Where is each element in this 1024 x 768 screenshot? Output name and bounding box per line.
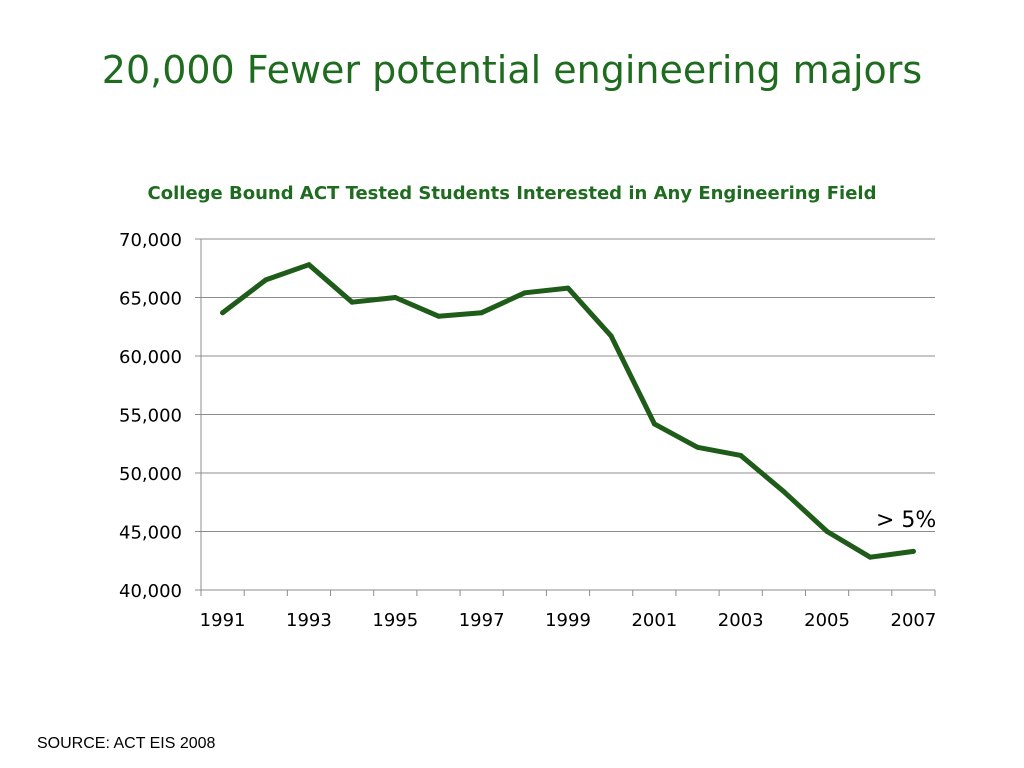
data-point [522, 290, 528, 296]
axes [195, 238, 936, 596]
decline-annotation: > 5% [876, 508, 936, 533]
y-tick-label: 50,000 [119, 464, 182, 485]
x-tick-label: 2007 [891, 610, 937, 631]
data-point [392, 295, 398, 300]
y-tick-label: 70,000 [119, 230, 182, 251]
data-point [608, 333, 614, 339]
y-tick-label: 65,000 [119, 289, 182, 310]
x-tick-label: 2003 [718, 610, 764, 631]
data-point [824, 529, 830, 534]
data-point [738, 452, 744, 458]
data-point [781, 489, 787, 495]
chart-title: College Bound ACT Tested Students Intere… [148, 183, 877, 204]
y-tick-label: 55,000 [119, 406, 182, 427]
data-point [910, 548, 916, 554]
x-tick-label: 1991 [200, 610, 246, 631]
series-line [220, 262, 916, 560]
x-tick-label: 1997 [459, 610, 505, 631]
y-tick-label: 45,000 [119, 523, 182, 544]
y-tick-label: 60,000 [119, 347, 182, 368]
x-tick-labels: 1991 1993 1995 1997 1999 2001 2003 2005 2007 [200, 610, 937, 631]
data-point [695, 444, 701, 450]
data-point [565, 285, 571, 291]
data-point [349, 299, 355, 305]
data-point [867, 554, 873, 560]
data-point [306, 262, 312, 268]
x-tick-label: 1993 [286, 610, 332, 631]
data-point [263, 277, 269, 283]
y-tick-labels: 40,000 45,000 50,000 55,000 60,000 65,000 70,0… [119, 230, 182, 602]
data-point [435, 313, 441, 319]
source-note: SOURCE: ACT EIS 2008 [37, 735, 216, 752]
y-tick-label: 40,000 [119, 581, 182, 602]
x-tick-label: 2005 [804, 610, 850, 631]
x-tick-label: 2001 [631, 610, 677, 631]
data-point [651, 421, 657, 427]
data-point [220, 310, 226, 316]
gridlines [201, 238, 935, 532]
x-tick-label: 1995 [372, 610, 418, 631]
slide-title: 20,000 Fewer potential engineering major… [101, 48, 923, 92]
data-point [479, 310, 485, 316]
series-layer [220, 262, 916, 560]
x-tick-label: 1999 [545, 610, 591, 631]
